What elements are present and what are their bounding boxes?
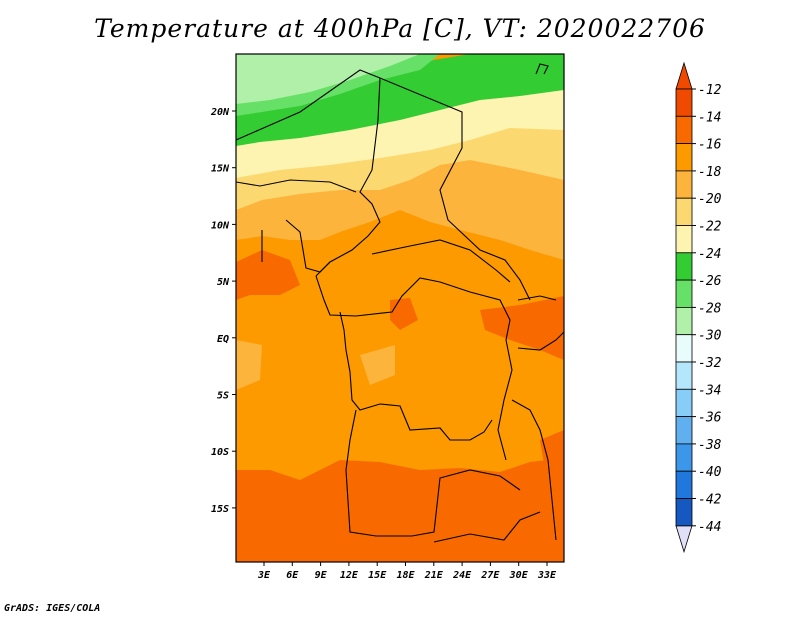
colorbar-label: -30 [698, 329, 722, 344]
lon-tick-label: 12E [340, 570, 359, 581]
longitude-ticks: 3E 6E 9E 12E 15E 18E 21E 24E 27E 30E 33E [257, 562, 557, 581]
country-borders [236, 63, 564, 543]
colorbar-label: -24 [698, 247, 721, 262]
lat-tick-label: 10S [211, 447, 229, 458]
colorbar-swatch [675, 115, 693, 145]
lon-tick-label: 15E [368, 570, 387, 581]
map-frame [235, 53, 565, 563]
lat-tick-label: 10N [211, 220, 230, 231]
colorbar-swatch [675, 443, 693, 472]
colorbar-swatch [675, 279, 693, 308]
lat-tick-label: 5N [217, 277, 230, 288]
colorbar-label: -12 [698, 83, 722, 98]
colorbar-swatch [675, 143, 693, 172]
colorbar-label: -26 [698, 274, 722, 289]
colorbar-label: -42 [698, 493, 722, 508]
colorbar-swatch [675, 88, 693, 117]
colorbar-label: -36 [698, 411, 722, 426]
colorbar-swatch [675, 170, 693, 199]
colorbar-swatch [675, 306, 693, 336]
lat-tick-label: 5S [217, 391, 229, 402]
map-title: Temperature at 400hPa [C], VT: 202002270… [94, 14, 706, 43]
latitude-ticks: 20N 15N 10N 5N EQ 5S 10S 15S [210, 107, 236, 515]
lon-tick-label: 27E [480, 570, 500, 581]
colorbar-swatch [675, 416, 693, 445]
colorbar-swatch [675, 388, 693, 417]
colorbar-swatch [675, 334, 693, 363]
colorbar-swatch [675, 225, 693, 254]
colorbar-label: -40 [698, 465, 722, 480]
colorbar-label: -22 [698, 220, 722, 235]
lat-tick-label: EQ [217, 334, 229, 345]
lon-tick-label: 9E [315, 570, 328, 581]
colorbar: -12 -14 -16 -18 -20 -22 -24 -26 -28 -30 -32 -34 -36 -… [675, 61, 722, 554]
lon-tick-label: 3E [257, 570, 271, 581]
lon-tick-label: 24E [452, 570, 472, 581]
lon-tick-label: 6E [286, 570, 299, 581]
colorbar-label: -28 [698, 301, 722, 316]
colorbar-swatch [675, 252, 693, 281]
credit-label: GrADS: IGES/COLA [4, 603, 101, 614]
colorbar-label: -14 [698, 110, 721, 125]
colorbar-label: -38 [698, 438, 722, 453]
colorbar-swatch [675, 197, 693, 226]
colorbar-swatch [675, 470, 693, 499]
colorbar-bottom-arrow [675, 525, 693, 554]
lat-tick-label: 15N [211, 164, 230, 175]
colorbar-label: -20 [698, 192, 722, 207]
colorbar-swatch [675, 361, 693, 390]
colorbar-label: -18 [698, 165, 722, 180]
lon-tick-label: 18E [396, 570, 415, 581]
colorbar-label: -32 [698, 356, 722, 371]
lat-tick-label: 15S [211, 504, 229, 515]
colorbar-swatch [675, 498, 693, 527]
colorbar-label: -34 [698, 383, 721, 398]
colorbar-label: -44 [698, 520, 721, 535]
lon-tick-label: 21E [424, 570, 444, 581]
lat-tick-label: 20N [210, 107, 230, 118]
lon-tick-label: 33E [537, 570, 557, 581]
lon-tick-label: 30E [509, 570, 529, 581]
colorbar-label: -16 [698, 138, 722, 153]
colorbar-top-arrow [675, 61, 693, 90]
